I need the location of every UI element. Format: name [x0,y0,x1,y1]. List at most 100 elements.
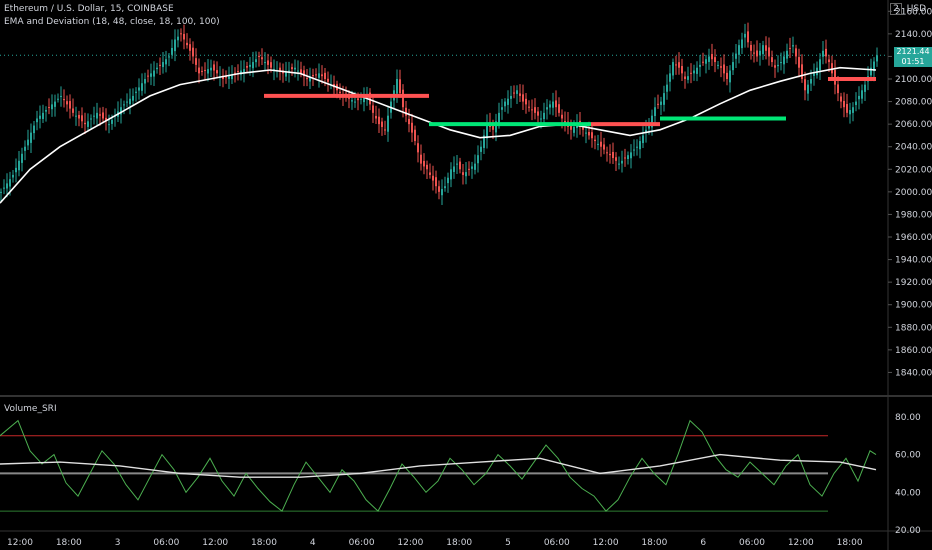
candle-body [87,121,89,127]
candle-body [453,166,455,172]
candle-body [237,70,239,72]
candle-body [609,153,611,156]
candle-body [3,187,5,189]
candle-body [384,129,386,131]
candle-body [492,124,494,130]
candle-body [399,79,401,94]
candle-body [597,143,599,145]
candle-body [702,61,704,63]
candle-body [72,108,74,113]
candle-body [741,39,743,49]
candle-body [402,89,404,108]
x-tick-label: 12:00 [593,538,619,548]
candle-body [651,115,653,128]
osc-y-tick-label: 80.00 [895,413,921,423]
candle-body [105,117,107,122]
x-tick-label: 5 [505,538,511,548]
candle-body [318,73,320,78]
candle-body [246,66,248,68]
candle-body [216,70,218,74]
candle-body [876,55,878,62]
candle-body [99,114,101,116]
candle-body [840,96,842,102]
candle-body [591,132,593,139]
candle-body [585,132,587,134]
candle-body [24,146,26,151]
candle-body [405,107,407,116]
candle-body [15,167,17,173]
candle-body [261,57,263,60]
candle-body [621,160,623,164]
x-tick-label: 06:00 [739,538,765,548]
candle-body [768,47,770,57]
candle-body [873,61,875,72]
x-tick-label: 12:00 [202,538,228,548]
candle-body [51,104,53,110]
candle-body [600,141,602,147]
candle-body [408,118,410,125]
currency-label[interactable]: 2 USD [890,3,926,15]
candle-body [192,47,194,57]
candle-body [636,146,638,148]
osc-y-tick-label: 40.00 [895,488,921,498]
symbol-title: Ethereum / U.S. Dollar, 15, COINBASE [4,4,174,14]
y-tick-label: 1880.00 [895,323,932,333]
candle-body [528,106,530,108]
candle-body [483,135,485,148]
last-price-value: 2121.44 [896,47,930,57]
candle-body [459,161,461,170]
candle-body [189,44,191,51]
candle-body [675,64,677,66]
candle-body [84,122,86,125]
candle-body [795,48,797,57]
candle-body [630,152,632,159]
candle-body [627,155,629,160]
ema-line [0,66,877,204]
candle-body [828,59,830,63]
candle-body [726,72,728,79]
candle-body [81,115,83,122]
y-tick-label: 1900.00 [895,301,932,311]
candle-body [558,104,560,113]
candle-body [684,76,686,79]
candle-body [315,74,317,76]
candle-body [618,163,620,165]
candle-body [96,112,98,119]
candle-body [33,125,35,134]
candle-body [771,57,773,63]
candle-body [819,59,821,71]
candle-body [780,62,782,64]
x-tick-label: 12:00 [397,538,423,548]
candle-body [57,98,59,100]
candle-body [375,115,377,119]
y-tick-label: 2100.00 [895,75,932,85]
y-tick-label: 1960.00 [895,233,932,243]
candle-body [864,84,866,92]
candle-body [165,59,167,65]
candle-body [60,95,62,97]
candle-body [108,124,110,126]
candle-body [747,31,749,43]
candle-body [786,50,788,59]
candle-body [756,50,758,57]
y-tick-label: 1980.00 [895,210,932,220]
candle-body [588,131,590,136]
candle-body [444,186,446,189]
currency-badge: 2 [890,3,902,15]
candle-body [660,101,662,105]
candle-body [495,121,497,133]
x-tick-label: 06:00 [544,538,570,548]
candle-body [312,74,314,77]
candle-body [243,69,245,73]
candle-body [831,63,833,74]
sub-indicator-title: Volume_SRI [4,404,57,414]
candle-body [360,98,362,100]
x-tick-label: 6 [700,538,706,548]
candle-body [486,124,488,139]
candle-body [498,112,500,124]
candle-body [267,60,269,65]
candle-body [783,56,785,65]
y-tick-label: 2160.00 [895,7,932,17]
